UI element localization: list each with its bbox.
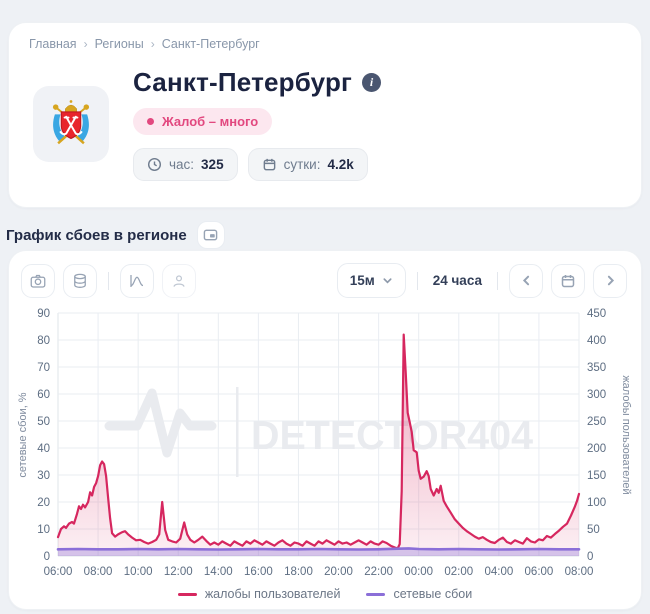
svg-text:400: 400 <box>587 335 606 347</box>
svg-text:12:00: 12:00 <box>164 566 193 578</box>
svg-text:60: 60 <box>37 389 50 401</box>
svg-text:04:00: 04:00 <box>484 566 513 578</box>
series-complaints <box>56 333 581 556</box>
next-period-button[interactable] <box>593 263 627 298</box>
camera-icon <box>30 274 46 288</box>
axis-titles: сетевые сбои, % жалобы пользователей <box>17 375 632 494</box>
personal-view-button[interactable] <box>162 263 196 298</box>
chevron-right-icon <box>607 275 614 286</box>
svg-text:10:00: 10:00 <box>124 566 153 578</box>
svg-text:450: 450 <box>587 308 606 320</box>
area-chart-icon <box>130 274 144 287</box>
svg-text:06:00: 06:00 <box>44 566 73 578</box>
svg-text:08:00: 08:00 <box>565 566 594 578</box>
svg-text:20:00: 20:00 <box>324 566 353 578</box>
outage-chart[interactable]: DETECTOR404 0 10 20 30 40 50 60 70 80 90 0 50 100 150 2… <box>9 301 643 585</box>
watermark: DETECTOR404 <box>104 387 534 477</box>
svg-text:30: 30 <box>37 470 50 482</box>
breadcrumb-separator: › <box>150 37 155 51</box>
snapshot-button[interactable] <box>21 263 55 298</box>
svg-text:50: 50 <box>37 416 50 428</box>
outage-chart-card: 15м 24 часа DETECTOR404 0 10 20 30 40 50 60 70 80… <box>8 250 642 610</box>
database-icon <box>74 273 86 288</box>
series-network <box>56 547 581 556</box>
person-icon <box>173 274 185 287</box>
legend-item[interactable]: жалобы пользователей <box>177 587 341 601</box>
day-stat-label: сутки: <box>283 157 321 172</box>
svg-text:50: 50 <box>587 524 600 536</box>
prev-period-button[interactable] <box>509 263 543 298</box>
svg-text:сетевые сбои, %: сетевые сбои, % <box>17 392 29 477</box>
day-stat-value: 4.2k <box>327 157 354 172</box>
breadcrumb-regions[interactable]: Регионы <box>94 37 144 51</box>
hour-stat-chip: час: 325 <box>133 148 238 181</box>
legend-label: жалобы пользователей <box>204 587 341 601</box>
svg-text:70: 70 <box>37 362 50 374</box>
svg-text:300: 300 <box>587 389 606 401</box>
section-title: График сбоев в регионе <box>6 226 187 244</box>
svg-text:18:00: 18:00 <box>284 566 313 578</box>
breadcrumb-current: Санкт-Петербург <box>161 37 260 51</box>
range-label: 24 часа <box>432 273 482 288</box>
region-coat-of-arms <box>33 86 109 162</box>
axis-tick-labels: 0 10 20 30 40 50 60 70 80 90 0 50 100 150 200 250 300 350… <box>37 308 606 578</box>
svg-text:16:00: 16:00 <box>244 566 273 578</box>
svg-text:жалобы пользователей: жалобы пользователей <box>620 375 632 494</box>
svg-text:06:00: 06:00 <box>525 566 554 578</box>
monitor-icon <box>203 229 218 240</box>
chevron-down-icon <box>383 278 392 284</box>
region-header-card: Главная › Регионы › Санкт-Петербург <box>8 22 642 208</box>
chart-legend: жалобы пользователей сетевые сбои <box>9 587 641 601</box>
svg-text:02:00: 02:00 <box>444 566 473 578</box>
svg-text:22:00: 22:00 <box>364 566 393 578</box>
hour-stat-value: 325 <box>201 157 224 172</box>
legend-swatch-icon <box>366 592 386 596</box>
breadcrumb: Главная › Регионы › Санкт-Петербург <box>29 37 641 51</box>
info-icon[interactable]: i <box>362 73 382 92</box>
svg-text:DETECTOR404: DETECTOR404 <box>251 414 534 458</box>
clock-icon <box>147 157 162 172</box>
svg-text:0: 0 <box>44 551 50 563</box>
status-badge-label: Жалоб – много <box>162 114 259 129</box>
toolbar-divider <box>497 271 498 290</box>
svg-text:14:00: 14:00 <box>204 566 233 578</box>
svg-text:40: 40 <box>37 443 50 455</box>
hour-stat-label: час: <box>169 157 195 172</box>
status-badge: Жалоб – много <box>133 108 273 135</box>
data-source-button[interactable] <box>63 263 97 298</box>
svg-text:08:00: 08:00 <box>84 566 113 578</box>
legend-swatch-icon <box>177 592 197 596</box>
svg-text:20: 20 <box>37 497 50 509</box>
chevron-left-icon <box>522 275 529 286</box>
svg-text:00:00: 00:00 <box>404 566 433 578</box>
svg-text:350: 350 <box>587 362 606 374</box>
spb-crest-icon <box>52 100 90 145</box>
svg-text:250: 250 <box>587 416 606 428</box>
svg-text:200: 200 <box>587 443 606 455</box>
status-dot-icon <box>147 118 154 125</box>
svg-text:0: 0 <box>587 551 593 563</box>
breadcrumb-home[interactable]: Главная <box>29 37 77 51</box>
svg-text:80: 80 <box>37 335 50 347</box>
svg-text:150: 150 <box>587 470 606 482</box>
chart-type-button[interactable] <box>120 263 154 298</box>
svg-text:90: 90 <box>37 308 50 320</box>
legend-label: сетевые сбои <box>393 587 473 601</box>
calendar-icon <box>263 158 275 171</box>
calendar-icon <box>561 274 575 287</box>
toolbar-divider <box>108 271 109 290</box>
interval-value: 15м <box>349 273 375 288</box>
svg-text:100: 100 <box>587 497 606 509</box>
interval-dropdown[interactable]: 15м <box>336 263 406 298</box>
widget-mode-button[interactable] <box>196 221 225 249</box>
breadcrumb-separator: › <box>83 37 88 51</box>
day-stat-chip: сутки: 4.2k <box>247 148 368 181</box>
toolbar-divider <box>416 271 418 290</box>
legend-item[interactable]: сетевые сбои <box>366 587 472 601</box>
page-title: Санкт-Петербург <box>133 67 353 97</box>
svg-text:10: 10 <box>37 524 50 536</box>
date-picker-button[interactable] <box>551 263 585 298</box>
